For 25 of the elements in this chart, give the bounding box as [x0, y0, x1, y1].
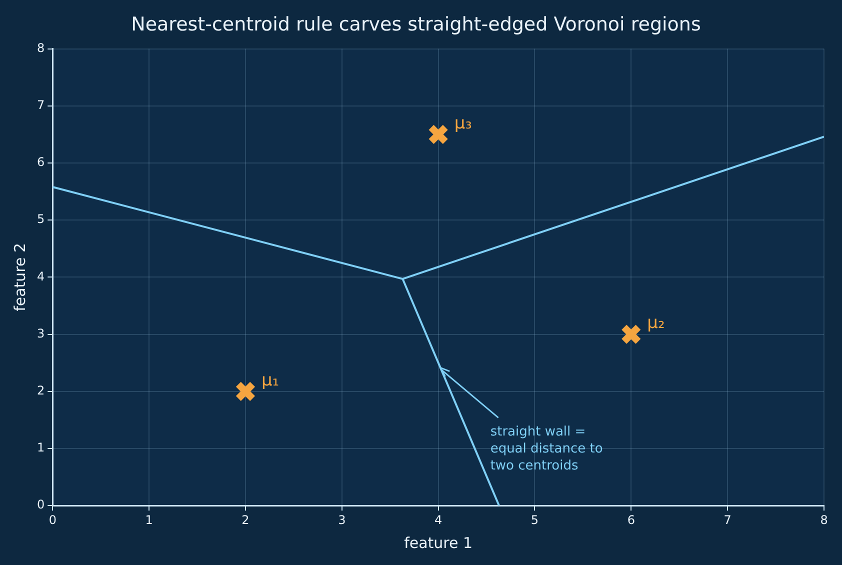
y-tick-label: 7: [36, 98, 45, 112]
x-tick-label: 2: [242, 512, 250, 527]
y-tick-label: 3: [36, 326, 45, 340]
data-label: μ₁: [261, 370, 280, 390]
x-tick-label: 7: [724, 512, 732, 527]
y-tick-label: 4: [36, 269, 45, 284]
x-tick-label: 1: [145, 512, 153, 527]
y-tick-label: 8: [36, 40, 45, 55]
x-tick-label: 8: [820, 512, 828, 527]
x-axis-title: feature 1: [404, 534, 473, 552]
y-tick-label: 1: [36, 440, 45, 455]
data-label: μ₂: [647, 313, 665, 334]
x-tick-label: 3: [338, 512, 346, 527]
x-tick-label: 6: [627, 512, 635, 527]
y-tick-label: 5: [36, 212, 45, 226]
chart-title: Nearest-centroid rule carves straight-edged Voronoi regions: [131, 13, 701, 36]
y-tick-label: 2: [36, 384, 45, 398]
annotation: straight wall = equal distance to two centroids: [490, 424, 603, 474]
y-tick-label: 0: [36, 498, 45, 512]
y-tick-label: 6: [36, 155, 45, 170]
x-tick-label: 4: [434, 512, 442, 527]
x-tick-label: 5: [530, 512, 539, 527]
x-tick-label: 0: [48, 512, 56, 527]
data-label: μ₃: [454, 113, 472, 134]
y-axis-title: feature 2: [10, 242, 29, 312]
